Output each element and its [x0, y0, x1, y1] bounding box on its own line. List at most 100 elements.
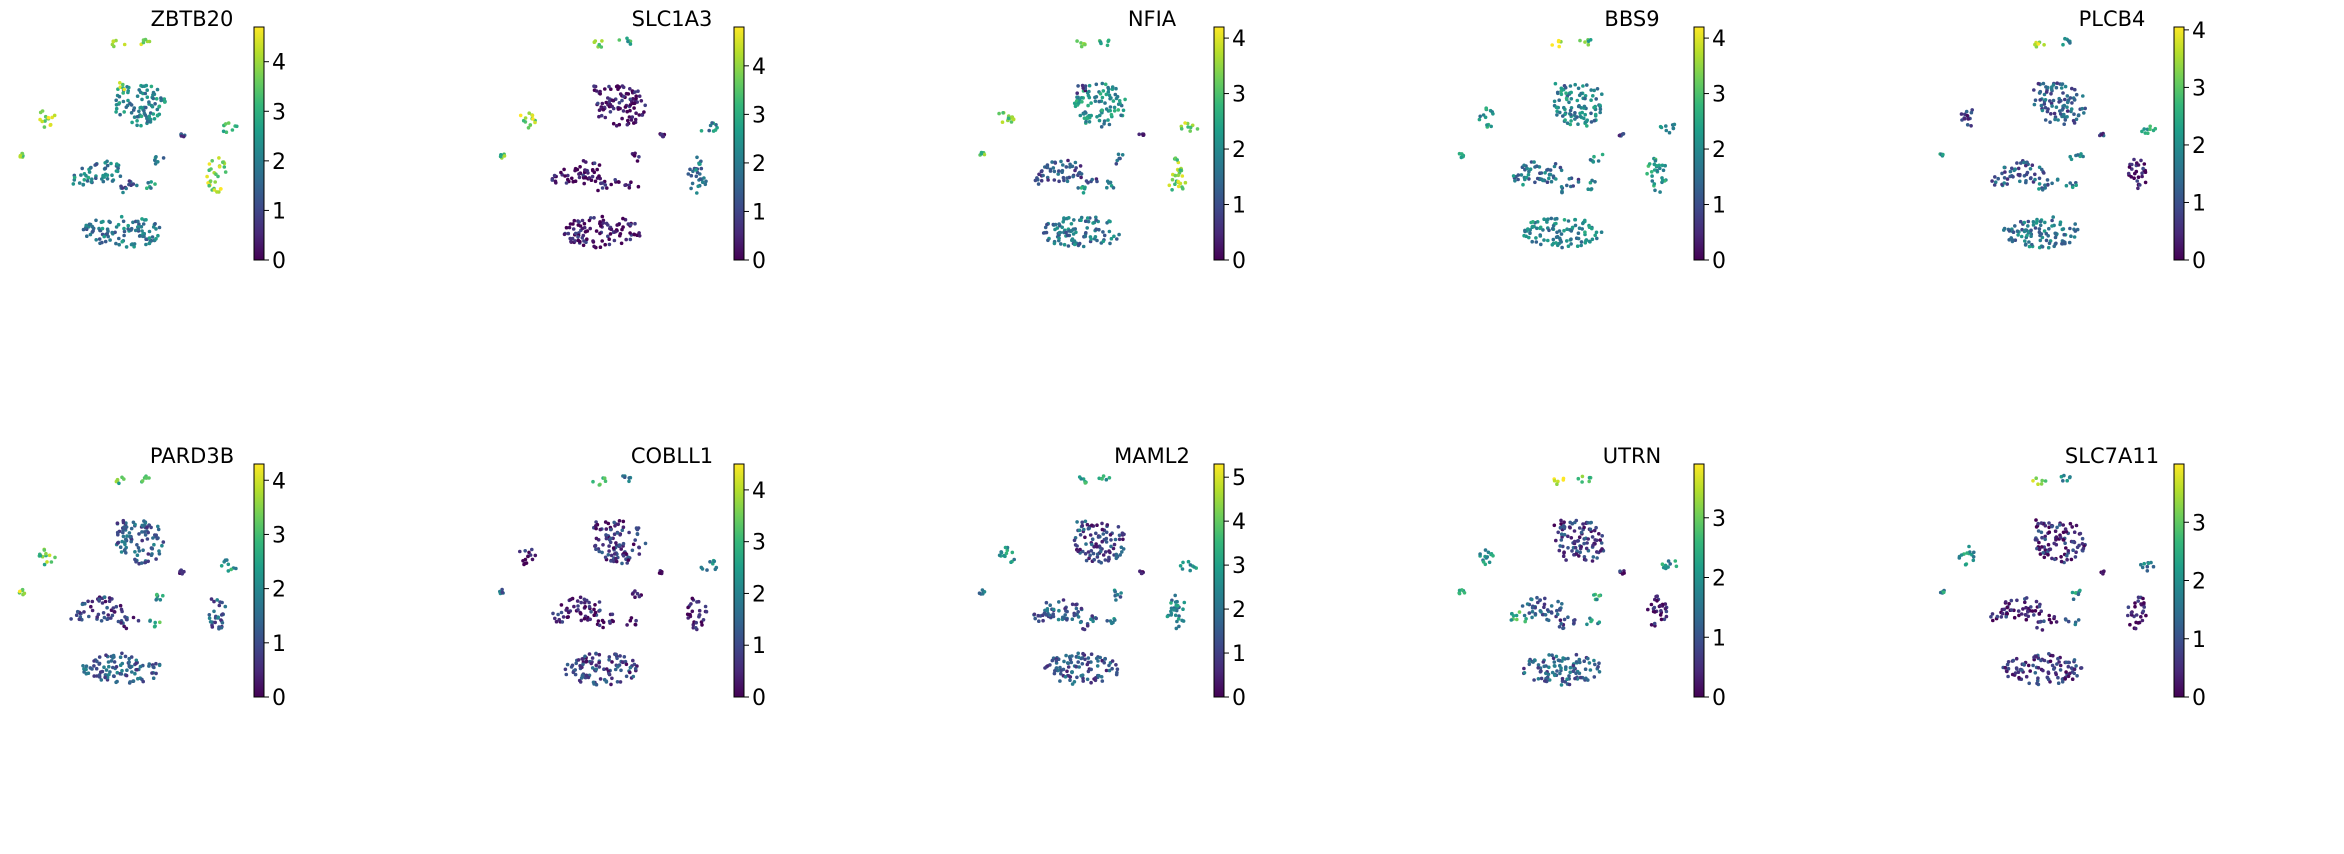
- cell-point: [2043, 118, 2048, 122]
- cell-point: [1549, 604, 1554, 608]
- cell-point: [157, 225, 162, 230]
- cell-point: [1651, 606, 1656, 611]
- cell-point: [1509, 618, 1514, 622]
- cell-point: [2027, 240, 2031, 244]
- cell-point: [146, 530, 150, 535]
- cell-point: [2049, 620, 2053, 625]
- cell-point: [118, 85, 123, 89]
- cell-point: [97, 237, 102, 241]
- colorbar-tick-label: 2: [752, 582, 766, 607]
- cell-point: [1079, 215, 1084, 220]
- cell-point: [1517, 610, 1522, 614]
- cell-point: [1095, 664, 1100, 668]
- cell-point: [1094, 542, 1098, 546]
- cell-point: [2043, 534, 2047, 539]
- cell-point: [2039, 609, 2043, 613]
- cell-point: [2068, 41, 2072, 45]
- cell-point: [2055, 177, 2060, 182]
- cell-point: [1588, 158, 1593, 162]
- cell-point: [1033, 616, 1037, 621]
- cell-point: [1576, 231, 1581, 235]
- cell-point: [1089, 113, 1093, 118]
- cell-point: [2070, 677, 2075, 681]
- cell-point: [2002, 181, 2006, 185]
- cell-point: [1583, 40, 1587, 44]
- cell-point: [1664, 614, 1669, 619]
- cell-point: [612, 520, 616, 525]
- cell-point: [2069, 157, 2074, 162]
- cell-point: [1089, 652, 1094, 656]
- cell-point: [121, 534, 126, 539]
- cell-point: [1478, 552, 1482, 556]
- cell-point: [1541, 178, 1545, 183]
- cell-point: [1559, 232, 1564, 236]
- cell-point: [137, 234, 142, 238]
- colorbar-gradient: [2173, 26, 2185, 261]
- cell-point: [106, 229, 110, 233]
- cell-point: [2142, 561, 2146, 566]
- cell-point: [130, 670, 134, 674]
- cell-point: [2078, 531, 2083, 536]
- cell-point: [116, 619, 121, 624]
- cell-point: [1617, 133, 1622, 138]
- cell-point: [1578, 550, 1582, 555]
- cell-point: [135, 553, 140, 557]
- cell-point: [1085, 677, 1090, 682]
- cell-point: [212, 188, 217, 192]
- cell-point: [609, 559, 613, 563]
- cell-point: [142, 231, 146, 236]
- cell-point: [592, 613, 596, 617]
- cell-point: [630, 592, 635, 596]
- cell-point: [621, 519, 626, 524]
- cell-point: [1589, 98, 1593, 102]
- cell-point: [116, 222, 121, 227]
- cell-point: [631, 542, 636, 547]
- cell-point: [2052, 557, 2057, 562]
- cell-point: [151, 664, 155, 669]
- colorbar-tick-label: 0: [2192, 686, 2206, 711]
- cell-point: [1597, 670, 1602, 674]
- cell-point: [1538, 226, 1542, 231]
- cell-point: [1067, 216, 1071, 220]
- cell-point: [2074, 117, 2079, 122]
- cell-point: [607, 99, 612, 104]
- cell-point: [1593, 180, 1597, 184]
- cell-point: [1176, 179, 1180, 184]
- cell-point: [2056, 656, 2060, 661]
- cell-point: [623, 183, 627, 187]
- cell-point: [95, 659, 99, 664]
- cell-point: [2053, 529, 2058, 533]
- cell-point: [210, 625, 215, 629]
- cell-point: [1567, 674, 1571, 678]
- cell-point: [133, 550, 137, 554]
- cell-point: [1663, 602, 1668, 606]
- cell-point: [97, 661, 102, 666]
- cell-point: [1176, 173, 1181, 178]
- cell-point: [44, 551, 48, 556]
- cell-point: [1111, 186, 1116, 190]
- cell-point: [1120, 550, 1124, 554]
- colorbar-gradient: [1693, 463, 1705, 698]
- cell-point: [1100, 477, 1104, 481]
- cell-point: [640, 113, 644, 117]
- cell-point: [1077, 475, 1082, 479]
- cell-point: [1097, 99, 1101, 104]
- cell-point: [1587, 479, 1591, 484]
- cell-point: [1057, 236, 1061, 241]
- cell-point: [147, 664, 151, 668]
- colorbar-tick-label: 2: [2192, 134, 2206, 159]
- cell-point: [1092, 544, 1096, 549]
- cell-point: [120, 661, 125, 666]
- cell-point: [2037, 547, 2042, 552]
- cell-point: [122, 87, 126, 92]
- cell-point: [1110, 659, 1115, 663]
- cell-point: [226, 121, 231, 125]
- cell-point: [1588, 668, 1593, 672]
- cell-point: [628, 42, 633, 46]
- cell-point: [150, 235, 155, 239]
- scatter-points: [1457, 38, 1677, 250]
- cell-point: [1090, 542, 1094, 547]
- cell-point: [2004, 614, 2008, 619]
- cell-point: [703, 182, 708, 187]
- cell-point: [1664, 609, 1669, 614]
